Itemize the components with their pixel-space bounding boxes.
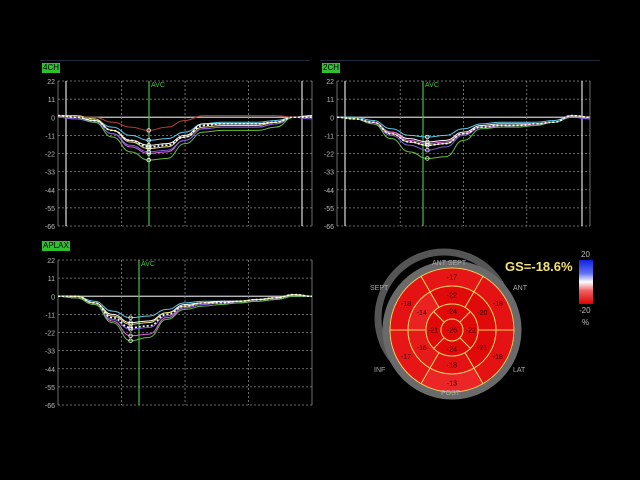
y-tick-label: -11 xyxy=(45,133,55,140)
basal-segment-value: -17 xyxy=(401,354,411,361)
y-tick-label: -33 xyxy=(45,349,55,356)
strain-curve xyxy=(57,114,312,148)
basal-segment-value: -18 xyxy=(493,354,503,361)
strain-curve xyxy=(58,293,313,329)
strain-curve xyxy=(336,116,590,159)
panel-label-2ch[interactable]: 2CH xyxy=(322,63,341,73)
global-strain-label: GS=-18.6% xyxy=(505,259,573,274)
y-tick-label: -44 xyxy=(324,188,334,195)
y-tick-label: -33 xyxy=(324,170,334,177)
y-tick-label: -55 xyxy=(324,206,334,213)
mid-segment-value: -22 xyxy=(447,293,457,300)
apex-value: -26 xyxy=(447,328,457,335)
peak-marker xyxy=(146,149,151,155)
peak-marker xyxy=(128,325,133,330)
peak-marker xyxy=(146,144,151,150)
peak-marker xyxy=(425,156,430,161)
y-tick-label: 22 xyxy=(47,79,55,86)
colorbar-min: -20 xyxy=(579,306,591,315)
colorbar-max: 20 xyxy=(581,250,590,259)
peak-marker xyxy=(425,148,430,153)
peak-marker xyxy=(128,338,133,343)
avc-label: AVC xyxy=(141,261,155,268)
panel-label-aplax[interactable]: APLAX xyxy=(42,241,70,251)
y-tick-label: -44 xyxy=(45,188,55,195)
y-tick-label: 0 xyxy=(51,115,55,122)
peak-marker xyxy=(146,157,151,163)
apical-segment-value: -22 xyxy=(466,328,476,335)
strain-curve xyxy=(337,115,591,138)
peak-marker xyxy=(425,143,430,148)
apical-segment-value: -24 xyxy=(447,309,457,316)
avc-label: AVC xyxy=(151,82,165,89)
y-tick-label: -66 xyxy=(45,224,55,231)
basal-segment-value: -17 xyxy=(447,275,457,282)
label-ant: ANT xyxy=(513,285,527,292)
y-tick-label: -33 xyxy=(45,170,55,177)
basal-segment-value: -13 xyxy=(447,381,457,388)
label-ant-sept: ANT SEPT xyxy=(432,260,467,267)
mid-segment-value: -18 xyxy=(447,363,457,370)
peak-marker xyxy=(146,128,151,133)
y-tick-label: 0 xyxy=(51,294,55,301)
colorbar xyxy=(579,260,593,304)
avc-label: AVC xyxy=(425,82,439,89)
y-tick-label: 11 xyxy=(48,276,55,283)
y-tick-label: 22 xyxy=(47,258,55,265)
y-tick-label: 11 xyxy=(327,97,334,104)
y-tick-label: 11 xyxy=(48,97,55,104)
mid-segment-value: -20 xyxy=(477,310,487,317)
strain-curve xyxy=(57,295,312,342)
panel-label-4ch[interactable]: 4CH xyxy=(42,63,61,73)
y-tick-label: -22 xyxy=(45,331,55,338)
label-post: POST xyxy=(441,390,461,397)
peak-marker xyxy=(128,333,133,338)
divider xyxy=(40,60,310,61)
apical-segment-value: -21 xyxy=(428,328,438,335)
y-tick-label: -44 xyxy=(45,367,55,374)
mid-segment-value: -14 xyxy=(417,310,427,317)
peak-marker xyxy=(128,327,133,332)
peak-marker xyxy=(128,315,133,320)
y-tick-label: -11 xyxy=(45,312,55,319)
y-tick-label: -66 xyxy=(324,224,334,231)
y-tick-label: 0 xyxy=(330,115,334,122)
y-tick-label: -66 xyxy=(45,403,55,410)
basal-segment-value: -18 xyxy=(493,301,503,308)
bullseye-ring xyxy=(382,260,522,400)
apical-segment-value: -24 xyxy=(447,347,457,354)
strain-curve xyxy=(57,115,312,161)
y-tick-label: -55 xyxy=(45,385,55,392)
y-tick-label: -22 xyxy=(45,152,55,159)
strain-curve xyxy=(336,114,591,147)
apex-segment xyxy=(440,318,464,342)
y-tick-label: -22 xyxy=(324,152,334,159)
peak-marker xyxy=(425,134,430,140)
divider xyxy=(320,60,600,61)
mid-segment-value: -21 xyxy=(477,345,487,352)
peak-marker xyxy=(146,138,151,143)
y-tick-label: -55 xyxy=(45,206,55,213)
label-sept: SEPT xyxy=(370,285,389,292)
basal-segment-value: -18 xyxy=(401,301,411,308)
label-lat: LAT xyxy=(513,367,526,374)
y-tick-label: 22 xyxy=(326,79,334,86)
mid-segment-value: -16 xyxy=(417,345,427,352)
strain-curve xyxy=(58,115,312,131)
y-tick-label: -11 xyxy=(324,133,334,140)
label-inf: INF xyxy=(374,367,386,374)
colorbar-unit: % xyxy=(582,318,590,327)
